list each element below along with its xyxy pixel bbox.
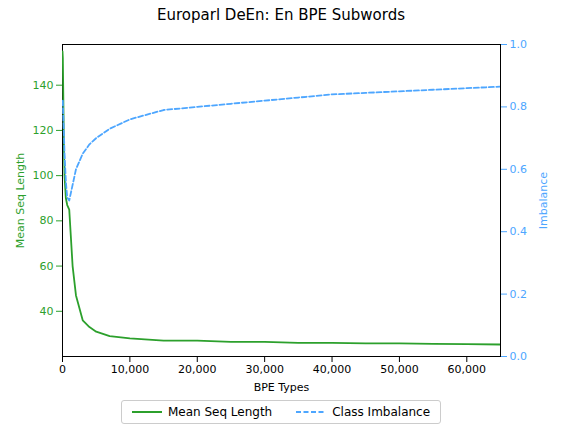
svg-text:Imbalance: Imbalance: [537, 172, 550, 229]
svg-text:30,000: 30,000: [245, 363, 284, 376]
html-text:Europarl DeEn: En BPE Subwords: Europarl DeEn: En BPE Subwords: [157, 6, 405, 24]
svg-text:60: 60: [40, 260, 54, 273]
html-text:Mean Seq Length: Mean Seq Length: [167, 405, 273, 419]
svg-text:80: 80: [40, 214, 54, 227]
svg-text:0: 0: [59, 363, 66, 376]
svg-text:0.8: 0.8: [510, 100, 528, 113]
svg-text:0.4: 0.4: [510, 225, 528, 238]
svg-text:140: 140: [33, 79, 54, 92]
svg-text:120: 120: [33, 124, 54, 137]
svg-text:0.2: 0.2: [510, 288, 528, 301]
svg-text:10,000: 10,000: [111, 363, 150, 376]
svg-text:BPE Types: BPE Types: [254, 381, 310, 394]
svg-text:100: 100: [33, 169, 54, 182]
svg-text:1.0: 1.0: [510, 38, 528, 51]
svg-text:40: 40: [40, 305, 54, 318]
svg-text:20,000: 20,000: [178, 363, 217, 376]
html-text:Class Imbalance: Class Imbalance: [332, 405, 431, 419]
svg-text:Mean Seq Length: Mean Seq Length: [14, 153, 27, 249]
svg-text:50,000: 50,000: [380, 363, 419, 376]
svg-text:0.0: 0.0: [510, 350, 528, 363]
svg-text:60,000: 60,000: [448, 363, 487, 376]
svg-text:40,000: 40,000: [313, 363, 352, 376]
svg-text:0.6: 0.6: [510, 163, 528, 176]
